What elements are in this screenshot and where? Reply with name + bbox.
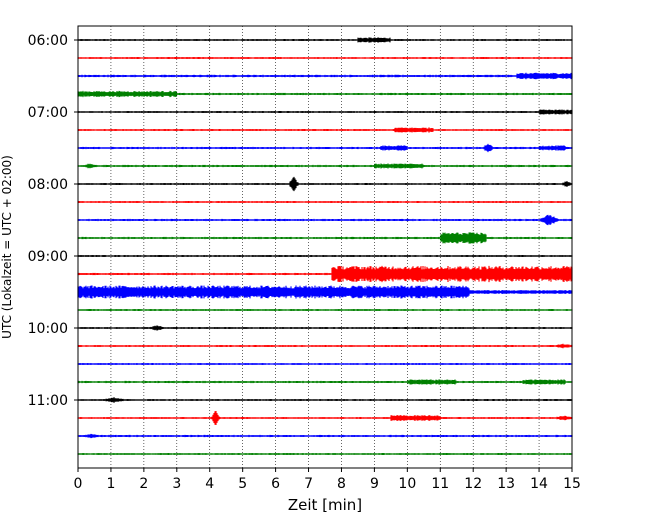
x-tick-label: 2 — [139, 476, 148, 492]
y-tick-label: 06:00 — [28, 33, 68, 49]
trace-0815 — [77, 201, 573, 203]
trace-0945 — [77, 309, 573, 311]
trace-0915 — [77, 265, 573, 283]
x-tick-label: 5 — [238, 476, 247, 492]
trace-0900 — [77, 255, 573, 257]
x-tick-label: 14 — [530, 476, 548, 492]
trace-1030 — [77, 363, 573, 365]
trace-1115 — [77, 411, 573, 425]
x-tick-label: 15 — [563, 476, 581, 492]
trace-0630 — [77, 72, 573, 80]
trace-0645 — [77, 90, 573, 98]
trace-1100 — [77, 397, 573, 403]
y-tick-label: 10:00 — [28, 321, 68, 337]
x-axis-label: Zeit [min] — [288, 496, 362, 514]
trace-1130 — [77, 433, 573, 439]
trace-0930 — [77, 285, 573, 299]
x-tick-label: 13 — [497, 476, 515, 492]
trace-0700 — [77, 109, 573, 115]
trace-1015 — [77, 343, 573, 349]
trace-0845 — [77, 232, 573, 244]
trace-0615 — [77, 57, 573, 59]
x-tick-label: 7 — [304, 476, 313, 492]
trace-0730 — [77, 143, 573, 153]
trace-1045 — [77, 379, 573, 385]
y-tick-label: 07:00 — [28, 105, 68, 121]
trace-0600 — [77, 37, 573, 43]
trace-1000 — [77, 325, 573, 331]
x-tick-label: 8 — [337, 476, 346, 492]
x-tick-label: 0 — [74, 476, 83, 492]
x-tick-label: 3 — [172, 476, 181, 492]
trace-0715 — [77, 127, 573, 133]
y-axis-label: UTC (Lokalzeit = UTC + 02:00) — [0, 155, 14, 339]
seismic-traces — [77, 37, 573, 455]
x-tick-label: 6 — [271, 476, 280, 492]
y-tick-label: 11:00 — [28, 393, 68, 409]
trace-0745 — [77, 163, 573, 169]
y-tick-label: 08:00 — [28, 177, 68, 193]
y-tick-label: 09:00 — [28, 249, 68, 265]
x-tick-label: 12 — [464, 476, 482, 492]
plot-frame — [77, 25, 573, 469]
x-tick-label: 9 — [370, 476, 379, 492]
x-axis-ticks: 0 1 2 3 4 5 6 7 8 9 10 11 12 13 14 15 — [74, 468, 581, 492]
trace-0830 — [77, 214, 573, 226]
trace-1145 — [77, 453, 573, 455]
x-tick-label: 11 — [431, 476, 449, 492]
trace-0800 — [77, 176, 573, 192]
x-tick-label: 1 — [106, 476, 115, 492]
x-tick-label: 10 — [398, 476, 416, 492]
x-tick-label: 4 — [205, 476, 214, 492]
y-axis-ticks: 06:00 07:00 08:00 09:00 10:00 11:00 — [28, 33, 78, 409]
